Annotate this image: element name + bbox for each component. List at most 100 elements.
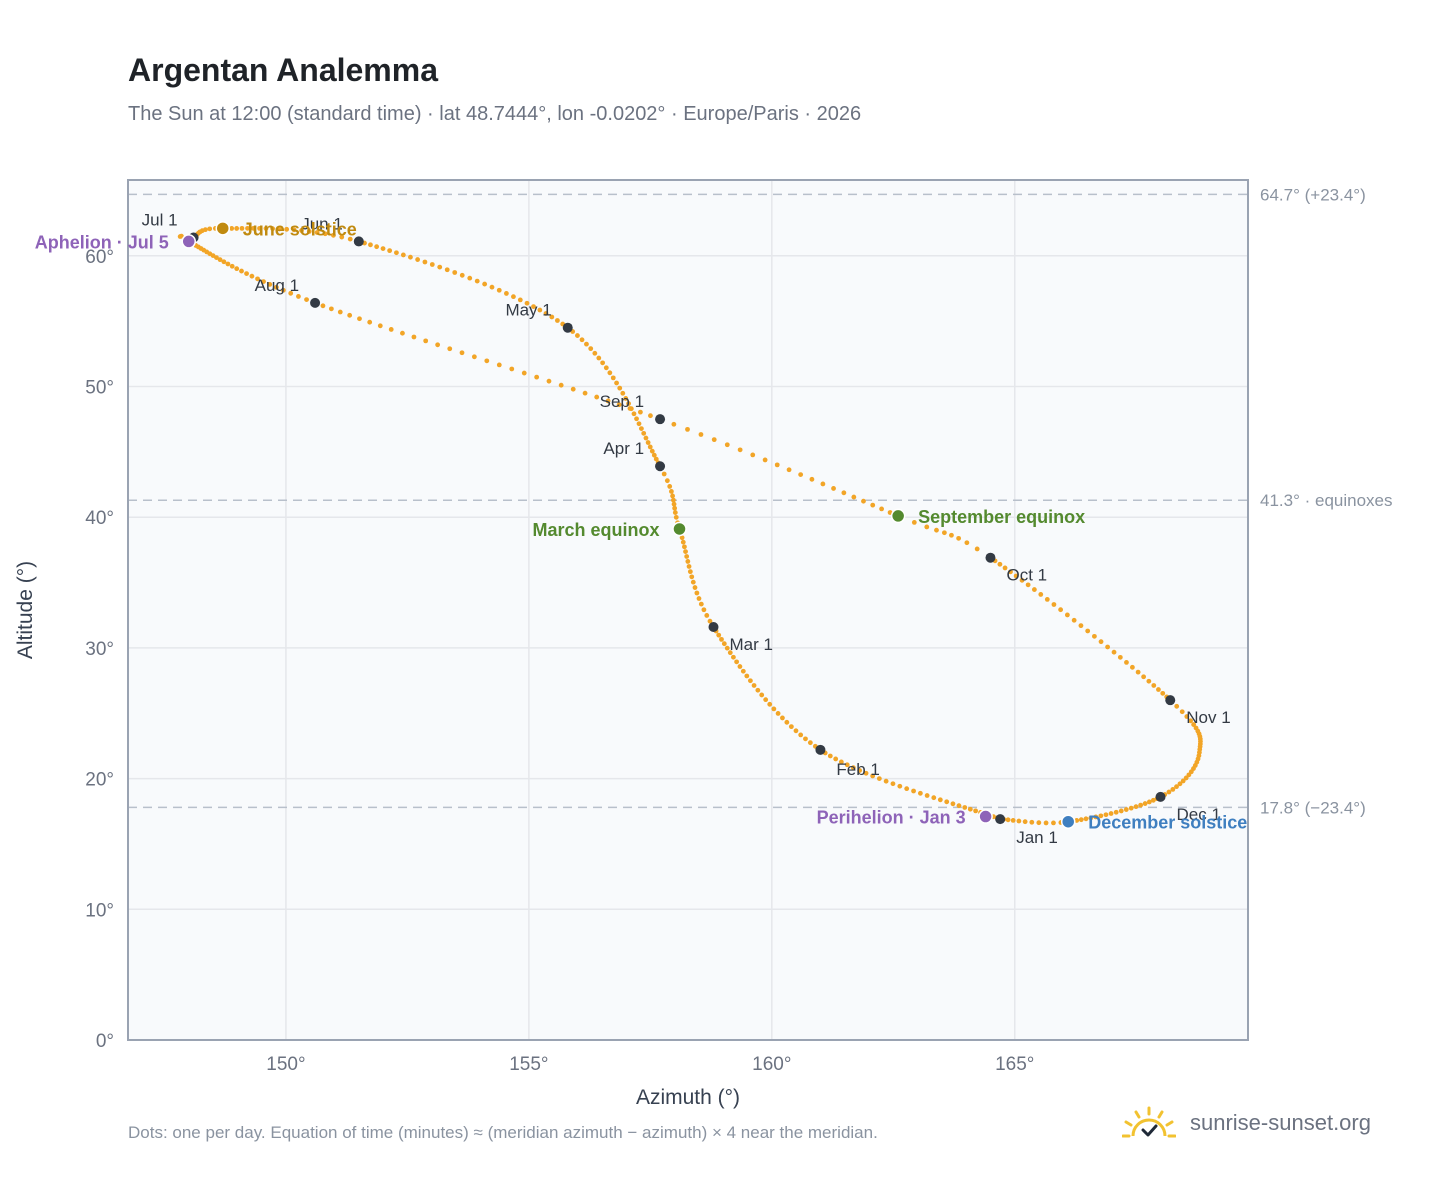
- month-label: Oct 1: [1006, 566, 1047, 585]
- brand-link[interactable]: sunrise-sunset.org: [1122, 1103, 1371, 1143]
- daily-dot: [299, 228, 304, 233]
- brand-text: sunrise-sunset.org: [1190, 1110, 1371, 1135]
- daily-dot: [788, 724, 794, 730]
- daily-dot: [1013, 573, 1019, 579]
- month-dot: [655, 414, 666, 425]
- daily-dot: [734, 659, 740, 665]
- daily-dot: [607, 370, 613, 376]
- daily-dot: [803, 736, 808, 742]
- daily-dot: [683, 549, 688, 555]
- event-label: Aphelion · Jul 5: [35, 232, 169, 252]
- daily-dot: [694, 590, 700, 596]
- daily-dot: [509, 366, 515, 372]
- y-tick-label: 30°: [85, 639, 114, 660]
- daily-dot: [1002, 565, 1008, 571]
- daily-dot: [1022, 819, 1028, 825]
- daily-dot: [267, 282, 273, 287]
- month-dot: [655, 461, 666, 472]
- daily-dot: [594, 394, 600, 400]
- daily-dot: [244, 271, 249, 276]
- daily-dot: [684, 554, 690, 559]
- reference-line-label: 41.3° · equinoxes: [1260, 491, 1393, 510]
- daily-dot: [661, 471, 667, 477]
- daily-dot: [1133, 804, 1139, 810]
- daily-dot: [1142, 801, 1148, 806]
- daily-dot: [798, 472, 804, 477]
- daily-dot: [531, 304, 536, 309]
- month-dot: [353, 236, 364, 247]
- daily-dot: [452, 270, 458, 275]
- daily-dot: [793, 728, 799, 734]
- month-dot: [995, 814, 1006, 825]
- daily-dot: [1179, 709, 1185, 715]
- daily-dot: [467, 275, 473, 281]
- daily-dot: [744, 673, 750, 679]
- daily-dot: [291, 227, 297, 233]
- daily-dot: [692, 585, 698, 590]
- daily-dot: [1128, 805, 1134, 811]
- daily-dot: [685, 559, 691, 564]
- daily-dot: [1083, 816, 1089, 822]
- daily-dot: [731, 654, 736, 660]
- daily-dot: [670, 493, 675, 499]
- daily-dot: [304, 297, 309, 303]
- daily-dot: [288, 290, 294, 296]
- reference-line-label: 64.7° (+23.4°): [1260, 185, 1366, 204]
- daily-dot: [1025, 582, 1031, 588]
- daily-dot: [1043, 820, 1049, 826]
- daily-dot: [686, 564, 692, 569]
- month-label: Dec 1: [1177, 805, 1221, 824]
- chart-subtitle: The Sun at 12:00 (standard time) · lat 4…: [128, 103, 862, 125]
- daily-dot: [727, 650, 733, 656]
- daily-dot: [897, 783, 903, 789]
- daily-dot: [408, 254, 413, 260]
- daily-dot: [651, 452, 657, 458]
- daily-dot: [704, 613, 710, 618]
- daily-dot: [809, 476, 815, 482]
- daily-dot: [221, 259, 227, 265]
- reference-line-label: 17.8° (−23.4°): [1260, 798, 1366, 817]
- month-dot: [562, 322, 573, 333]
- daily-dot: [944, 799, 950, 805]
- daily-dot: [941, 530, 947, 536]
- event-dot: [215, 221, 231, 236]
- event-label: March equinox: [532, 520, 659, 540]
- daily-dot: [489, 284, 495, 290]
- daily-dot: [883, 778, 889, 784]
- daily-dot: [647, 444, 653, 450]
- daily-dot: [755, 687, 761, 693]
- daily-dot: [614, 380, 619, 386]
- daily-dot: [1098, 639, 1104, 645]
- daily-dot: [322, 231, 328, 237]
- daily-dot: [234, 226, 240, 231]
- daily-dot: [689, 574, 695, 580]
- event-label: December solstice: [1088, 813, 1247, 833]
- daily-dot: [707, 618, 713, 624]
- daily-dot: [1058, 607, 1064, 613]
- month-label: Jul 1: [142, 211, 178, 230]
- daily-dot: [851, 494, 857, 500]
- daily-dot: [643, 435, 649, 441]
- month-label: May 1: [505, 301, 551, 320]
- daily-dot: [374, 244, 380, 250]
- daily-dot: [337, 309, 343, 315]
- daily-dot: [1029, 819, 1035, 825]
- daily-dot: [496, 287, 502, 293]
- daily-dot: [668, 489, 674, 494]
- daily-dot: [1166, 789, 1172, 795]
- daily-dot: [1105, 644, 1110, 650]
- daily-dot: [844, 762, 850, 768]
- daily-dot: [671, 497, 676, 503]
- daily-dot: [367, 319, 373, 325]
- daily-dot: [1111, 649, 1117, 655]
- daily-dot: [623, 396, 629, 401]
- daily-dot: [879, 506, 884, 512]
- daily-dot: [861, 498, 866, 504]
- daily-dot: [524, 300, 530, 306]
- daily-dot: [296, 294, 301, 299]
- daily-dot: [820, 481, 826, 487]
- daily-dot: [1016, 818, 1022, 824]
- daily-dot: [1150, 797, 1156, 803]
- daily-dot: [387, 248, 393, 254]
- event-label: June solstice: [243, 219, 357, 239]
